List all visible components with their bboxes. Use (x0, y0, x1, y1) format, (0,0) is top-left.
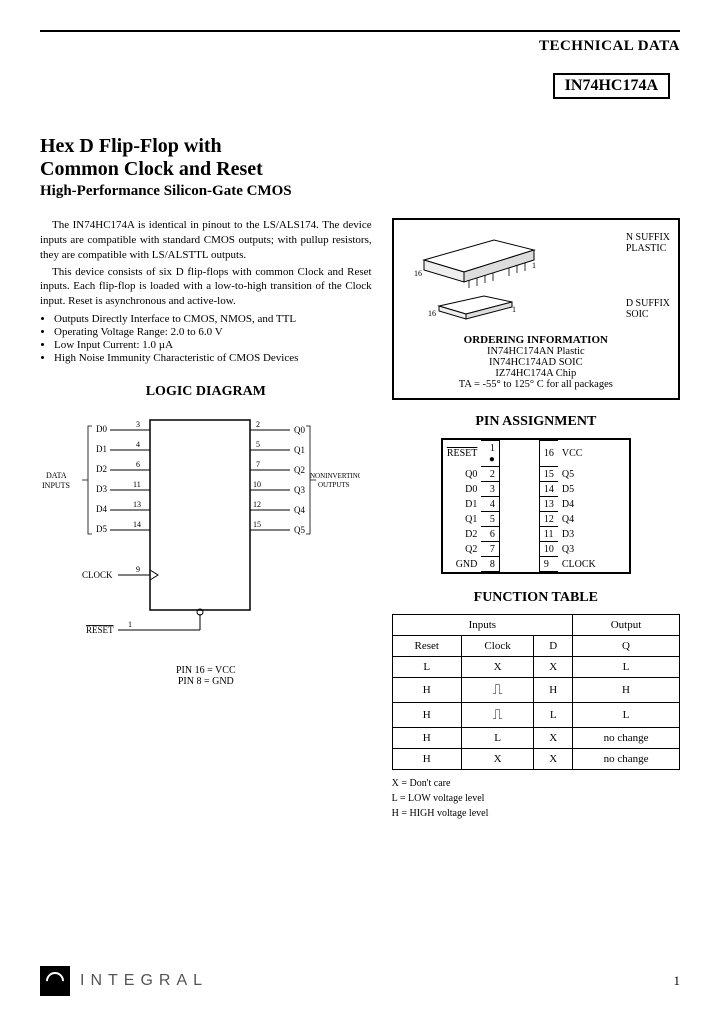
page-number: 1 (674, 973, 681, 989)
ordering-temp: TA = -55° to 125° C for all packages (402, 379, 670, 390)
svg-text:Q0: Q0 (294, 425, 305, 435)
pin-note-vcc: PIN 16 = VCC (176, 665, 236, 676)
svg-text:D2: D2 (96, 464, 107, 474)
description-p2: This device consists of six D flip-flops… (40, 265, 372, 310)
svg-text:12: 12 (253, 500, 261, 509)
svg-text:Q3: Q3 (294, 485, 305, 495)
svg-text:16: 16 (428, 309, 436, 318)
part-number-box: IN74HC174A (553, 73, 670, 99)
table-row: HXXno change (392, 749, 679, 770)
func-header-inputs: Inputs (392, 615, 572, 636)
svg-text:13: 13 (133, 500, 141, 509)
logic-diagram-title: LOGIC DIAGRAM (40, 384, 372, 400)
func-header-output: Output (573, 615, 680, 636)
pkg-n-plastic: PLASTIC (626, 243, 670, 254)
pin-assignment-diagram: RESET1 ●16VCC Q0215Q5 D0314D5 D1413D4 Q1… (441, 438, 631, 574)
svg-text:16: 16 (414, 269, 422, 278)
svg-text:10: 10 (253, 480, 261, 489)
svg-text:D3: D3 (96, 484, 107, 494)
pkg-d-suffix: D SUFFIX (626, 298, 670, 309)
svg-text:1: 1 (532, 261, 536, 270)
svg-text:CLOCK: CLOCK (82, 570, 113, 580)
svg-text:15: 15 (253, 520, 261, 529)
svg-text:5: 5 (256, 440, 260, 449)
svg-text:11: 11 (133, 480, 141, 489)
pkg-n-suffix: N SUFFIX (626, 232, 670, 243)
feature-item: High Noise Immunity Characteristic of CM… (54, 352, 372, 364)
title-line2: Common Clock and Reset (40, 158, 680, 181)
table-row: H⎍LL (392, 703, 679, 728)
logic-diagram: D0 3 D1 4 D2 6 D3 11 D4 13 D5 14 Q0 2 Q1 5 Q2 7 Q… (40, 410, 372, 687)
feature-item: Low Input Current: 1.0 µA (54, 339, 372, 351)
table-row: HLXno change (392, 728, 679, 749)
svg-text:3: 3 (136, 420, 140, 429)
dip-package-icon: < line x1="87" y1="38" x2="87" y2="46"/>… (404, 228, 544, 328)
svg-text:NONINVERTING: NONINVERTING (310, 472, 360, 480)
table-row: LXXL (392, 657, 679, 678)
svg-text:D1: D1 (96, 444, 107, 454)
pkg-d-soic: SOIC (626, 309, 670, 320)
svg-text:2: 2 (256, 420, 260, 429)
ordering-box: < line x1="87" y1="38" x2="87" y2="46"/>… (392, 218, 680, 400)
svg-text:1: 1 (512, 305, 516, 314)
table-row: H⎍HH (392, 678, 679, 703)
pin-note-gnd: PIN 8 = GND (178, 676, 234, 687)
svg-text:14: 14 (133, 520, 141, 529)
feature-list: Outputs Directly Interface to CMOS, NMOS… (54, 313, 372, 364)
brand-name: INTEGRAL (80, 972, 208, 990)
subtitle: High-Performance Silicon-Gate CMOS (40, 183, 680, 200)
svg-text:4: 4 (136, 440, 140, 449)
svg-text:9: 9 (136, 565, 140, 574)
pin-assignment-title: PIN ASSIGNMENT (392, 414, 680, 430)
title-block: Hex D Flip-Flop with Common Clock and Re… (40, 99, 680, 200)
svg-text:INPUTS: INPUTS (42, 481, 70, 490)
footer: INTEGRAL 1 (40, 962, 680, 996)
ordering-line: IZ74HC174A Chip (402, 368, 670, 379)
feature-item: Operating Voltage Range: 2.0 to 6.0 V (54, 326, 372, 338)
svg-text:7: 7 (256, 460, 260, 469)
header-title: TECHNICAL DATA (40, 38, 680, 55)
svg-text:RESET: RESET (86, 625, 114, 635)
svg-text:Q2: Q2 (294, 465, 305, 475)
function-table: Inputs Output Reset Clock D Q LXXL H⎍HH … (392, 614, 680, 770)
function-table-legend: X = Don't care L = LOW voltage level H =… (392, 776, 680, 821)
function-table-title: FUNCTION TABLE (392, 590, 680, 606)
svg-text:Q4: Q4 (294, 505, 305, 515)
svg-text:Q5: Q5 (294, 525, 305, 535)
feature-item: Outputs Directly Interface to CMOS, NMOS… (54, 313, 372, 325)
integral-logo-icon (40, 966, 70, 996)
ordering-line: IN74HC174AN Plastic (402, 346, 670, 357)
svg-text:D4: D4 (96, 504, 107, 514)
svg-text:D5: D5 (96, 524, 107, 534)
title-line1: Hex D Flip-Flop with (40, 135, 680, 158)
ordering-line: IN74HC174AD SOIC (402, 357, 670, 368)
description-p1: The IN74HC174A is identical in pinout to… (40, 218, 372, 263)
svg-text:1: 1 (128, 620, 132, 629)
svg-text:6: 6 (136, 460, 140, 469)
svg-text:OUTPUTS: OUTPUTS (318, 481, 350, 489)
ordering-title: ORDERING INFORMATION (402, 334, 670, 346)
svg-text:DATA: DATA (46, 471, 67, 480)
svg-text:Q1: Q1 (294, 445, 305, 455)
svg-text:D0: D0 (96, 424, 107, 434)
